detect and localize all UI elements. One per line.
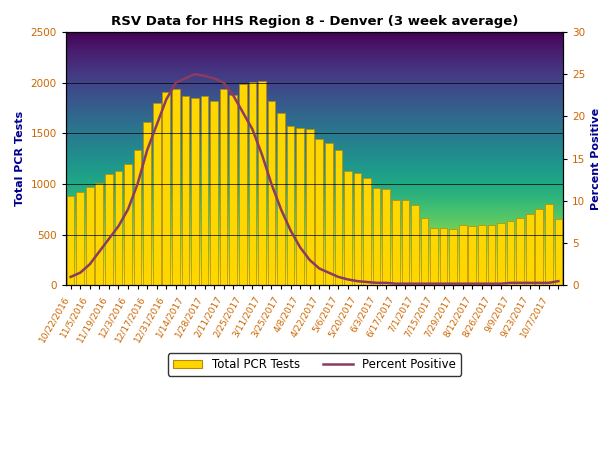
Bar [344, 171, 352, 286]
Bar [516, 219, 524, 286]
Bar [402, 200, 409, 286]
Bar [411, 205, 419, 286]
Bar [172, 89, 180, 286]
Bar [363, 178, 371, 286]
Bar [163, 92, 170, 286]
Bar [354, 173, 362, 286]
Y-axis label: Percent Positive: Percent Positive [591, 108, 601, 210]
Bar [440, 228, 447, 286]
Bar [76, 192, 84, 286]
Bar [507, 220, 514, 286]
Bar [287, 126, 294, 286]
Bar [229, 95, 237, 286]
Bar [105, 174, 113, 286]
Bar [478, 225, 485, 286]
Bar [545, 204, 553, 286]
Bar [421, 219, 428, 286]
Bar [306, 129, 314, 286]
Legend: Total PCR Tests, Percent Positive: Total PCR Tests, Percent Positive [168, 353, 461, 376]
Bar [526, 214, 533, 286]
Bar [210, 101, 218, 286]
Bar [334, 150, 342, 286]
Bar [449, 229, 457, 286]
Bar [220, 89, 227, 286]
Bar [296, 128, 304, 286]
Title: RSV Data for HHS Region 8 - Denver (3 week average): RSV Data for HHS Region 8 - Denver (3 we… [111, 15, 518, 28]
Bar [392, 200, 400, 286]
Bar [248, 82, 256, 286]
Bar [554, 219, 562, 286]
Bar [191, 98, 199, 286]
Bar [134, 150, 142, 286]
Bar [315, 140, 323, 286]
Bar [124, 164, 132, 286]
Bar [488, 225, 495, 286]
Bar [497, 223, 505, 286]
Bar [258, 80, 265, 286]
Bar [267, 101, 275, 286]
Bar [325, 144, 333, 286]
Bar [115, 171, 122, 286]
Bar [201, 96, 208, 286]
Bar [383, 189, 390, 286]
Bar [67, 196, 75, 286]
Bar [430, 228, 438, 286]
Bar [535, 209, 543, 286]
Bar [144, 122, 151, 286]
Bar [373, 188, 381, 286]
Bar [153, 103, 161, 286]
Bar [182, 96, 189, 286]
Bar [277, 113, 285, 286]
Bar [459, 225, 466, 286]
Bar [86, 187, 94, 286]
Y-axis label: Total PCR Tests: Total PCR Tests [15, 111, 25, 206]
Bar [95, 183, 103, 286]
Bar [469, 225, 476, 286]
Bar [239, 84, 246, 286]
